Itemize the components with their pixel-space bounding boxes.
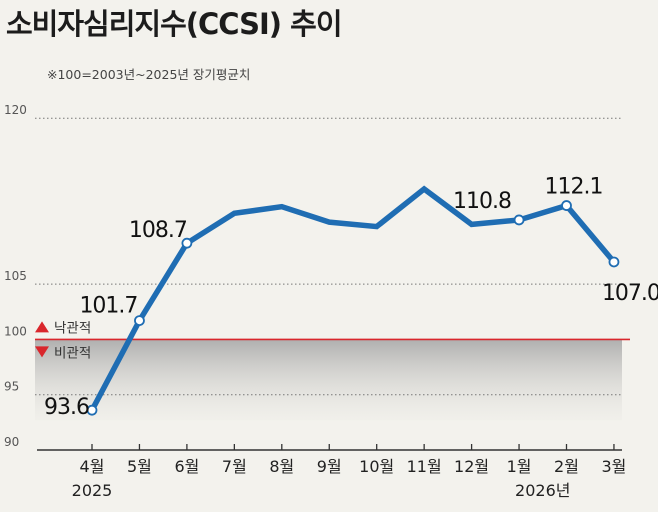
- x-tick-label: 4월: [80, 457, 105, 476]
- x-tick-label: 12월: [454, 457, 489, 476]
- x-tick-label: 6월: [174, 457, 199, 476]
- data-point: [181, 237, 193, 249]
- x-tick-label: 2월: [554, 457, 579, 476]
- y-tick-label: 95: [4, 380, 19, 394]
- x-tick-label: 5월: [127, 457, 152, 476]
- data-label: 101.7: [79, 294, 137, 319]
- below-reference-band: [35, 339, 622, 421]
- y-tick-label: 90: [4, 435, 19, 449]
- x-tick-label: 9월: [317, 457, 342, 476]
- y-tick-label: 105: [4, 269, 27, 283]
- data-label: 93.6: [44, 395, 89, 420]
- x-tick-label: 10월: [359, 457, 394, 476]
- data-label: 108.7: [129, 218, 187, 243]
- y-tick-label: 120: [4, 103, 27, 117]
- data-label: 112.1: [545, 175, 603, 200]
- data-point: [513, 214, 525, 226]
- x-tick-label: 1월: [507, 457, 532, 476]
- series-line: [89, 185, 617, 413]
- year-label: 2025: [72, 481, 113, 500]
- data-label: 110.8: [453, 189, 511, 214]
- up-triangle-icon: [35, 321, 49, 333]
- year-label: 2026년: [515, 481, 570, 500]
- data-point: [86, 404, 98, 416]
- x-tick-label: 7월: [222, 457, 247, 476]
- x-tick-label: 8월: [269, 457, 294, 476]
- data-point: [134, 315, 145, 326]
- chart-note: ※100=2003년~2025년 장기평균치: [47, 67, 250, 82]
- legend-above-label: 낙관적: [54, 320, 91, 336]
- x-tick-label: 3월: [601, 457, 626, 476]
- data-point: [608, 256, 620, 268]
- x-tick-label: 11월: [407, 457, 442, 476]
- data-point: [561, 200, 572, 211]
- down-triangle-icon: [35, 346, 49, 358]
- chart-title: 소비자심리지수(CCSI) 추이: [6, 7, 342, 41]
- y-tick-label: 100: [4, 324, 27, 338]
- legend-below-label: 비관적: [54, 345, 91, 361]
- data-label: 107.0: [602, 281, 658, 306]
